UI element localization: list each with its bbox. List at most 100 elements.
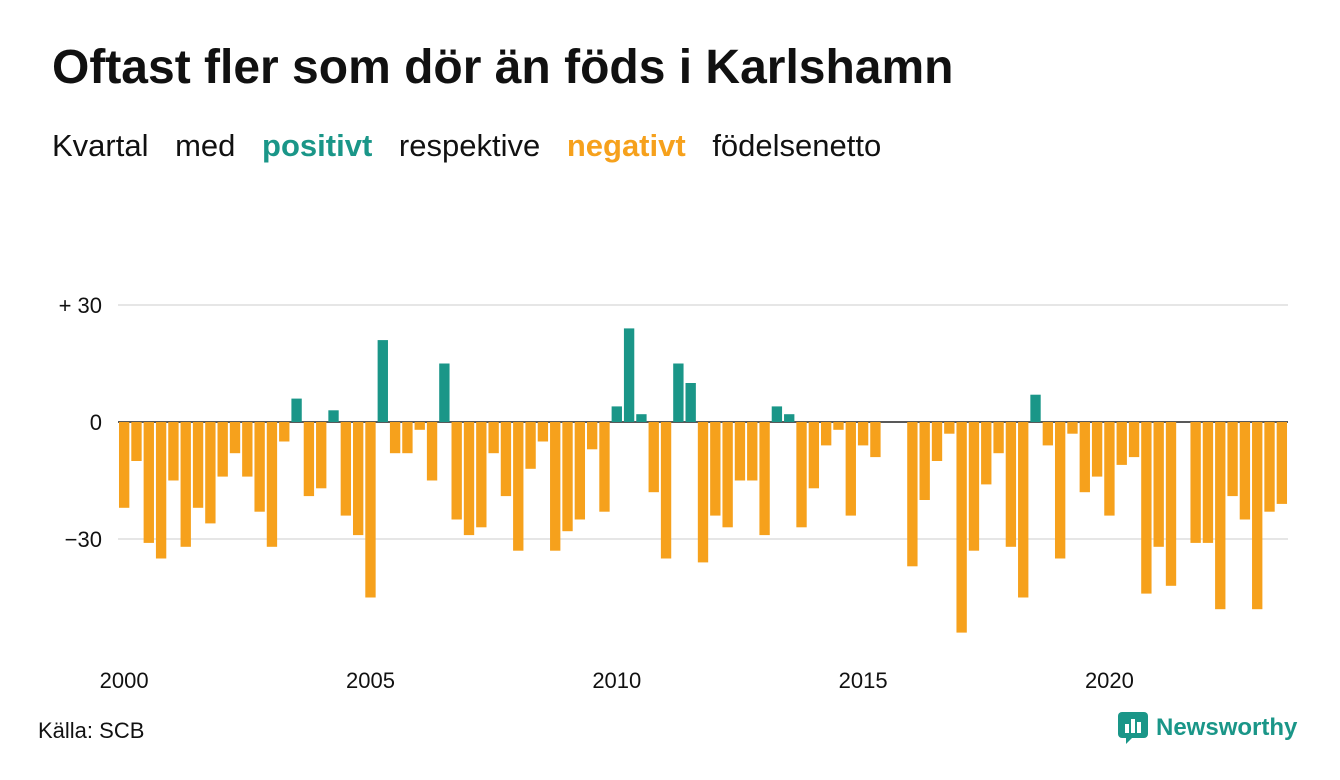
bar <box>784 414 795 422</box>
bar <box>710 422 721 516</box>
chart-subtitle: Kvartal med positivt respektive negativt… <box>52 128 899 164</box>
y-tick-label: + 30 <box>59 293 102 318</box>
bar <box>1252 422 1263 610</box>
x-tick-label: 2000 <box>100 668 149 693</box>
bar <box>734 422 746 481</box>
chart-title: Oftast fler som dör än föds i Karlshamn <box>52 41 954 94</box>
bar <box>414 422 425 430</box>
x-tick-label: 2015 <box>839 668 888 693</box>
bar <box>944 422 955 434</box>
bar <box>1054 422 1066 559</box>
bar <box>808 422 820 489</box>
bar <box>586 422 598 450</box>
bar <box>685 383 696 422</box>
bar <box>205 422 216 524</box>
bar <box>316 422 327 489</box>
bar <box>279 422 290 442</box>
bar <box>1202 422 1214 543</box>
bar <box>1276 422 1288 504</box>
bar <box>500 422 512 497</box>
bar <box>291 398 302 422</box>
bar <box>747 422 758 481</box>
subtitle-positive-label: positivt <box>262 128 373 163</box>
bar <box>599 422 610 512</box>
bar <box>673 363 684 422</box>
bar <box>611 406 622 422</box>
x-tick-label: 2020 <box>1085 668 1134 693</box>
subtitle-text-respektive: respektive <box>398 128 541 163</box>
bar <box>525 422 536 469</box>
source-note: Källa: SCB <box>38 718 145 743</box>
bar <box>303 422 315 497</box>
bar <box>1067 422 1078 434</box>
bar <box>1141 422 1152 594</box>
bar <box>155 422 167 559</box>
bar <box>907 422 918 567</box>
bar <box>648 422 659 493</box>
brand-name: Newsworthy <box>1156 714 1298 741</box>
bar <box>217 422 228 477</box>
bar <box>1030 394 1041 422</box>
bar <box>550 422 561 551</box>
bar <box>981 422 992 485</box>
bar <box>1239 422 1251 520</box>
bar <box>180 422 191 547</box>
bar <box>1042 422 1054 446</box>
bar <box>660 422 672 559</box>
bar <box>722 422 733 528</box>
bar <box>1128 422 1140 458</box>
bar <box>968 422 980 551</box>
bar <box>833 422 844 430</box>
subtitle-text-fodelsenetto: födelsenetto <box>712 128 882 163</box>
bar <box>426 422 438 481</box>
bar <box>931 422 943 461</box>
subtitle-text-med: med <box>175 128 236 163</box>
bar <box>451 422 462 520</box>
bar <box>919 422 930 500</box>
y-tick-label: −30 <box>65 527 102 552</box>
bar <box>242 422 253 477</box>
subtitle-text-kvartal: Kvartal <box>52 128 149 163</box>
bar <box>328 410 339 422</box>
bar <box>1264 422 1275 512</box>
bar <box>1079 422 1090 493</box>
bar <box>1165 422 1177 586</box>
bar <box>993 422 1004 454</box>
newsworthy-logo-icon <box>1118 712 1148 744</box>
bar <box>697 422 709 563</box>
bar <box>229 422 241 454</box>
bar <box>1153 422 1164 547</box>
bar <box>759 422 770 536</box>
bar <box>488 422 499 454</box>
bar <box>365 422 376 598</box>
bar <box>574 422 586 520</box>
bar <box>1005 422 1017 547</box>
bar <box>623 328 635 422</box>
bar <box>1116 422 1127 465</box>
subtitle-negative-label: negativt <box>566 128 686 163</box>
bar <box>168 422 179 481</box>
bar <box>254 422 265 512</box>
bar <box>266 422 278 547</box>
bar <box>389 422 401 454</box>
bar <box>820 422 832 446</box>
bar <box>537 422 549 442</box>
bar <box>192 422 204 508</box>
bar <box>476 422 487 528</box>
bar <box>131 422 142 461</box>
bar <box>845 422 856 516</box>
bar <box>1227 422 1238 497</box>
bar <box>118 422 130 508</box>
bar <box>463 422 475 536</box>
bar <box>857 422 869 446</box>
bar <box>771 406 783 422</box>
bar <box>439 363 450 422</box>
x-tick-label: 2010 <box>592 668 641 693</box>
bar <box>1190 422 1201 543</box>
bar <box>377 340 388 422</box>
bar <box>870 422 881 458</box>
bar <box>513 422 524 551</box>
bar <box>796 422 807 528</box>
bar <box>1091 422 1103 477</box>
